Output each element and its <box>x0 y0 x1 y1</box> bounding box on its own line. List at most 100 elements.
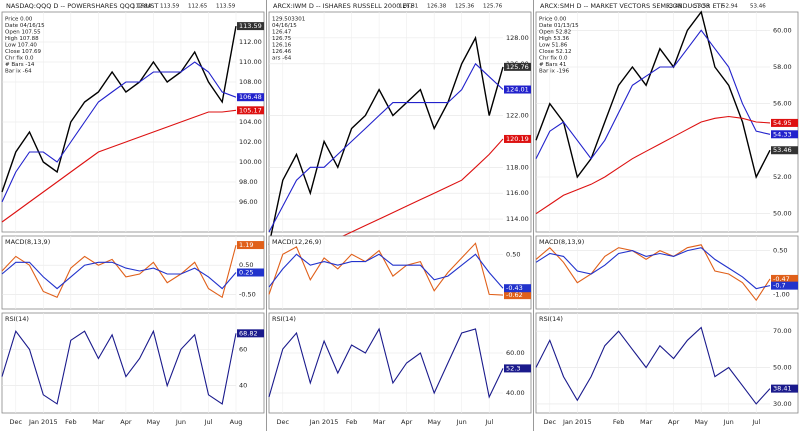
info-line: Low 51.86 <box>539 43 568 49</box>
header-value: 52.94 <box>722 4 738 10</box>
last-value-tag <box>504 291 531 300</box>
y-tick-label: 116.00 <box>506 189 529 197</box>
y-tick-label: 40.00 <box>506 389 525 397</box>
info-line: High 107.88 <box>5 36 39 42</box>
series-line <box>1 25 237 193</box>
last-value-tag <box>237 106 264 115</box>
header-value: 53.48 <box>666 4 682 10</box>
last-value-label: 124.01 <box>506 86 529 94</box>
last-value-label: 106.48 <box>239 93 262 101</box>
series-line <box>268 327 504 399</box>
info-line: # Bars -14 <box>5 62 35 68</box>
last-value-label: 52.3 <box>506 364 520 372</box>
info-line: Bar ix -196 <box>539 69 570 75</box>
y-tick-label: 56.00 <box>773 100 792 108</box>
series-line <box>1 261 237 290</box>
y-tick-label: 40 <box>239 382 247 390</box>
last-value-tag <box>504 134 531 143</box>
chart-title: ARCX:SMH D -- MARKET VECTORS SEMICONDUCT… <box>540 2 725 10</box>
info-line: Date 04/16/15 <box>5 23 45 29</box>
pane-frame <box>1 235 265 310</box>
last-value-tag <box>771 274 798 283</box>
x-tick-label: Feb <box>613 418 625 426</box>
last-value-label: 1.19 <box>239 241 253 249</box>
header-value: 113.59 <box>160 4 180 10</box>
last-value-label: -0.47 <box>773 275 790 283</box>
x-tick-label: Apr <box>668 418 680 426</box>
pane-frame <box>1 312 265 414</box>
last-value-tag <box>504 85 531 94</box>
series-line <box>268 35 504 246</box>
last-value-tag <box>771 130 798 139</box>
last-value-label: 53.46 <box>773 146 792 154</box>
x-tick-label: May <box>147 418 161 426</box>
x-tick-label: Jun <box>723 418 734 426</box>
chart-title: NASDAQ:QQQ D -- POWERSHARES QQQ TRUST <box>6 2 158 10</box>
series-line <box>535 10 771 179</box>
info-line: Close 52.12 <box>539 49 571 55</box>
y-tick-label: 0.50 <box>239 261 253 269</box>
info-line: Chr fix 0.0 <box>5 56 34 62</box>
last-value-tag <box>771 281 798 290</box>
last-value-label: 125.76 <box>506 63 529 71</box>
info-line: # Bars 41 <box>539 62 566 68</box>
last-value-tag <box>771 146 798 155</box>
y-tick-label: 30.00 <box>773 400 792 408</box>
info-line: Close 107.69 <box>5 49 41 55</box>
series-line <box>268 253 504 289</box>
last-value-label: 54.95 <box>773 119 792 127</box>
y-tick-label: 60 <box>239 345 247 353</box>
y-tick-label: 0.50 <box>773 247 787 255</box>
x-tick-label: Jun <box>456 418 467 426</box>
info-line: Low 107.40 <box>5 43 37 49</box>
pane-frame <box>535 312 799 414</box>
header-value: 125.36 <box>455 4 475 10</box>
y-tick-label: 60.00 <box>506 349 525 357</box>
header-value: 113.59 <box>216 4 236 10</box>
info-line: High 53.36 <box>539 36 570 42</box>
info-line: 04/16/15 <box>272 23 297 29</box>
last-value-label: 105.17 <box>239 106 262 114</box>
y-tick-label: 112.00 <box>239 38 262 46</box>
x-tick-label: Mar <box>640 418 653 426</box>
header-value: 112.65 <box>188 4 208 10</box>
info-line: Bar ix -64 <box>5 69 32 75</box>
y-tick-label: 0.50 <box>506 250 520 258</box>
x-tick-label: Jul <box>204 418 213 426</box>
pane-label: RSI(14) <box>5 315 29 323</box>
pane-frame <box>268 312 532 414</box>
y-tick-label: 58.00 <box>773 63 792 71</box>
series-line <box>535 326 771 405</box>
info-line: ars -64 <box>272 56 292 62</box>
last-value-label: 113.59 <box>239 22 262 30</box>
last-value-tag <box>504 364 531 373</box>
info-line: Price 0.00 <box>539 17 567 23</box>
series-line <box>268 62 504 233</box>
x-tick-label: Jan 2015 <box>562 418 592 426</box>
x-tick-label: Dec <box>276 418 289 426</box>
y-tick-label: 102.00 <box>239 138 262 146</box>
last-value-tag <box>771 118 798 127</box>
x-tick-label: Feb <box>346 418 358 426</box>
y-tick-label: -1.00 <box>773 290 790 298</box>
series-line <box>1 109 237 223</box>
last-value-tag <box>237 268 264 277</box>
x-tick-label: Jun <box>175 418 186 426</box>
series-line <box>268 242 504 296</box>
y-tick-label: 60.00 <box>773 26 792 34</box>
y-tick-label: 70.00 <box>773 327 792 335</box>
x-tick-label: Mar <box>92 418 105 426</box>
last-value-tag <box>237 93 264 102</box>
last-value-label: -0.62 <box>506 291 523 299</box>
x-tick-label: Jul <box>751 418 760 426</box>
pane-frame <box>268 235 532 310</box>
header-value: 125.76 <box>483 4 503 10</box>
last-value-label: -0.43 <box>506 284 523 292</box>
x-tick-label: Mar <box>373 418 386 426</box>
y-tick-label: 128.00 <box>506 34 529 42</box>
pane-label: RSI(14) <box>539 315 563 323</box>
y-tick-label: 52.00 <box>773 173 792 181</box>
last-value-label: 68.82 <box>239 329 258 337</box>
y-tick-label: 98.00 <box>239 178 258 186</box>
